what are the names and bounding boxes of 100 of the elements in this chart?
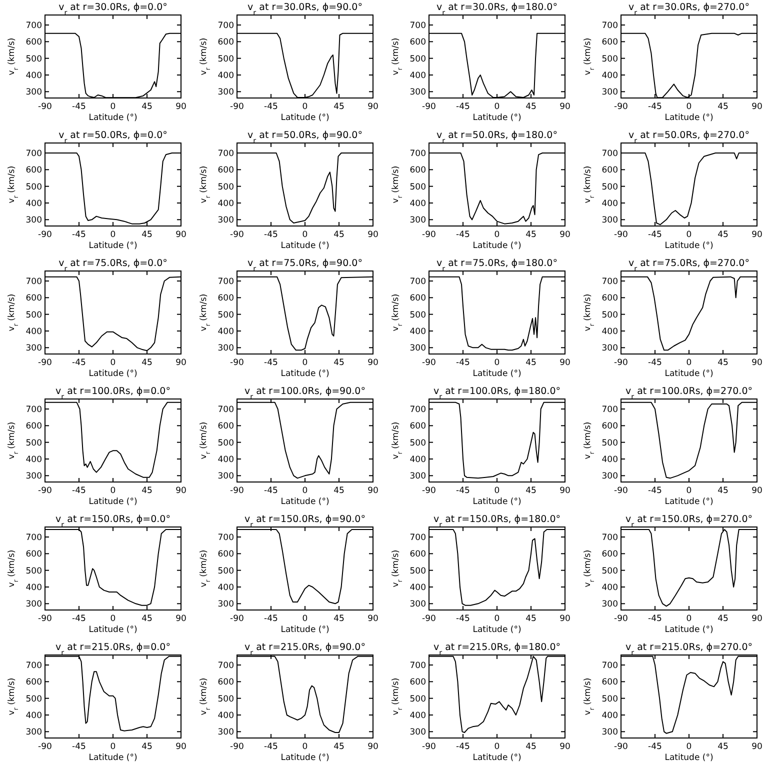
x-tick-label: 45 bbox=[718, 614, 728, 624]
y-tick-label: 300 bbox=[26, 344, 42, 354]
y-tick-label: 700 bbox=[218, 405, 234, 415]
x-tick-label: 90 bbox=[176, 486, 186, 496]
x-tick-label: 45 bbox=[718, 742, 728, 752]
x-axis-title: Latitude (°) bbox=[664, 497, 714, 507]
x-tick-label: -90 bbox=[614, 230, 628, 240]
x-tick-label: 0 bbox=[302, 486, 308, 496]
x-tick-label: 0 bbox=[686, 230, 692, 240]
x-tick-label: 0 bbox=[494, 358, 500, 368]
y-tick-label: 300 bbox=[26, 600, 42, 610]
y-tick-label: 500 bbox=[218, 694, 234, 704]
x-tick-label: -90 bbox=[230, 358, 244, 368]
y-tick-label: 500 bbox=[602, 310, 618, 320]
y-tick-label: 600 bbox=[26, 678, 42, 688]
y-tick-label: 700 bbox=[218, 533, 234, 543]
y-tick-label: 600 bbox=[410, 294, 426, 304]
y-tick-label: 300 bbox=[26, 88, 42, 98]
y-tick-label: 300 bbox=[410, 472, 426, 482]
y-tick-label: 300 bbox=[602, 600, 618, 610]
x-tick-label: -45 bbox=[72, 742, 86, 752]
x-tick-label: 45 bbox=[334, 486, 344, 496]
x-tick-label: 90 bbox=[368, 102, 378, 112]
y-tick-label: 500 bbox=[218, 438, 234, 448]
x-tick-label: 90 bbox=[560, 358, 570, 368]
x-tick-label: -45 bbox=[264, 742, 278, 752]
y-tick-label: 300 bbox=[602, 344, 618, 354]
x-tick-label: 90 bbox=[560, 742, 570, 752]
y-tick-label: 500 bbox=[26, 694, 42, 704]
x-tick-label: -45 bbox=[264, 358, 278, 368]
x-tick-label: 45 bbox=[526, 358, 536, 368]
y-tick-label: 400 bbox=[218, 327, 234, 337]
y-tick-label: 400 bbox=[410, 71, 426, 81]
y-tick-label: 500 bbox=[218, 182, 234, 192]
x-tick-label: 90 bbox=[560, 614, 570, 624]
x-tick-label: 45 bbox=[718, 358, 728, 368]
y-tick-label: 500 bbox=[26, 566, 42, 576]
x-tick-label: -45 bbox=[72, 102, 86, 112]
y-tick-label: 700 bbox=[26, 277, 42, 287]
x-axis-title: Latitude (°) bbox=[472, 753, 522, 763]
y-tick-label: 300 bbox=[26, 472, 42, 482]
x-tick-label: 45 bbox=[142, 358, 152, 368]
x-axis-title: Latitude (°) bbox=[664, 369, 714, 379]
y-tick-label: 400 bbox=[26, 327, 42, 337]
y-tick-label: 600 bbox=[602, 678, 618, 688]
y-tick-label: 300 bbox=[218, 472, 234, 482]
y-tick-label: 600 bbox=[410, 422, 426, 432]
x-tick-label: -90 bbox=[422, 742, 436, 752]
y-tick-label: 700 bbox=[26, 533, 42, 543]
x-tick-label: -45 bbox=[648, 742, 662, 752]
x-axis-title: Latitude (°) bbox=[280, 625, 330, 635]
x-tick-label: 90 bbox=[176, 230, 186, 240]
y-tick-label: 300 bbox=[26, 216, 42, 226]
y-tick-label: 700 bbox=[410, 405, 426, 415]
x-axis-title: Latitude (°) bbox=[280, 113, 330, 123]
y-tick-label: 500 bbox=[26, 182, 42, 192]
x-tick-label: 0 bbox=[494, 486, 500, 496]
x-tick-label: 45 bbox=[718, 230, 728, 240]
y-tick-label: 300 bbox=[602, 88, 618, 98]
x-tick-label: -45 bbox=[264, 614, 278, 624]
y-tick-label: 500 bbox=[26, 310, 42, 320]
y-tick-label: 600 bbox=[602, 294, 618, 304]
y-tick-label: 700 bbox=[26, 149, 42, 159]
y-tick-label: 400 bbox=[602, 199, 618, 209]
y-tick-label: 700 bbox=[218, 661, 234, 671]
x-axis-title: Latitude (°) bbox=[472, 241, 522, 251]
y-tick-label: 600 bbox=[410, 166, 426, 176]
x-axis-title: Latitude (°) bbox=[280, 369, 330, 379]
y-tick-label: 400 bbox=[26, 455, 42, 465]
y-tick-label: 400 bbox=[602, 583, 618, 593]
x-tick-label: 90 bbox=[368, 486, 378, 496]
x-tick-label: -90 bbox=[230, 614, 244, 624]
y-tick-label: 400 bbox=[410, 327, 426, 337]
x-tick-label: 0 bbox=[110, 358, 116, 368]
x-tick-label: 45 bbox=[526, 230, 536, 240]
x-tick-label: 45 bbox=[718, 102, 728, 112]
x-tick-label: 90 bbox=[176, 742, 186, 752]
y-tick-label: 700 bbox=[602, 277, 618, 287]
x-tick-label: -45 bbox=[72, 486, 86, 496]
x-tick-label: -45 bbox=[456, 230, 470, 240]
x-axis-title: Latitude (°) bbox=[472, 625, 522, 635]
x-tick-label: -45 bbox=[264, 486, 278, 496]
y-tick-label: 300 bbox=[602, 728, 618, 738]
y-tick-label: 600 bbox=[218, 550, 234, 560]
y-tick-label: 700 bbox=[26, 21, 42, 31]
y-tick-label: 700 bbox=[410, 21, 426, 31]
x-tick-label: -45 bbox=[648, 486, 662, 496]
y-tick-label: 600 bbox=[410, 550, 426, 560]
y-tick-label: 600 bbox=[218, 166, 234, 176]
x-tick-label: -45 bbox=[456, 486, 470, 496]
x-tick-label: 0 bbox=[302, 358, 308, 368]
x-tick-label: -45 bbox=[648, 230, 662, 240]
x-axis-title: Latitude (°) bbox=[88, 625, 138, 635]
y-tick-label: 500 bbox=[218, 566, 234, 576]
x-tick-label: 0 bbox=[302, 102, 308, 112]
y-tick-label: 700 bbox=[410, 533, 426, 543]
y-tick-label: 300 bbox=[410, 88, 426, 98]
x-tick-label: 90 bbox=[368, 742, 378, 752]
x-tick-label: 90 bbox=[752, 614, 762, 624]
y-tick-label: 600 bbox=[602, 550, 618, 560]
